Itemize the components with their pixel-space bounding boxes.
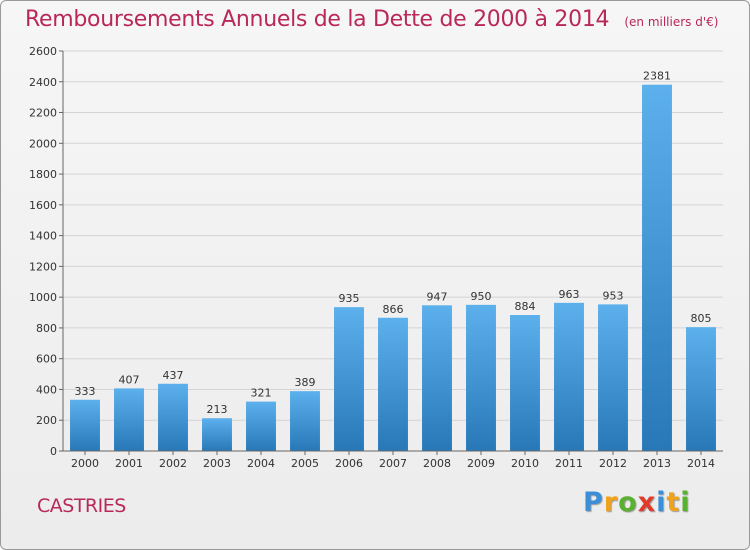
bar-2006 [334, 307, 364, 451]
chart-subtitle: (en milliers d'€) [624, 15, 719, 29]
bars [70, 84, 716, 451]
data-label-2001: 407 [119, 373, 140, 386]
logo-letter: r [603, 487, 619, 518]
bar-2009 [466, 304, 496, 451]
data-label-2014: 805 [691, 312, 712, 325]
logo-letter: i [656, 487, 667, 518]
y-tick-label: 800 [36, 322, 57, 335]
data-label-2007: 866 [383, 303, 404, 316]
y-tick-label: 1400 [29, 230, 57, 243]
logo-letter: i [680, 487, 691, 518]
y-tick-label: 200 [36, 414, 57, 427]
data-label-2006: 935 [339, 292, 360, 305]
x-tick-label: 2013 [643, 457, 671, 470]
y-tick-label: 1000 [29, 291, 57, 304]
bar-2001 [114, 388, 144, 451]
y-tick-label: 2600 [29, 45, 57, 58]
x-tick-label: 2011 [555, 457, 583, 470]
x-tick-label: 2007 [379, 457, 407, 470]
x-tick-label: 2010 [511, 457, 539, 470]
bar-2008 [422, 305, 452, 451]
x-tick-label: 2006 [335, 457, 363, 470]
bar-2011 [554, 302, 584, 451]
bar-2000 [70, 399, 100, 451]
y-tick-label: 1600 [29, 199, 57, 212]
x-tick-label: 2012 [599, 457, 627, 470]
y-tick-label: 600 [36, 353, 57, 366]
bar-2012 [598, 304, 628, 451]
y-tick-label: 1200 [29, 260, 57, 273]
x-tick-label: 2005 [291, 457, 319, 470]
title-row: Remboursements Annuels de la Dette de 20… [25, 7, 718, 32]
data-label-2004: 321 [251, 387, 272, 400]
y-tick-label: 2200 [29, 107, 57, 120]
bar-2004 [246, 401, 276, 451]
data-label-2005: 389 [295, 376, 316, 389]
proxiti-logo: Proxiti [583, 487, 691, 518]
x-tick-label: 2001 [115, 457, 143, 470]
x-tick-label: 2004 [247, 457, 275, 470]
bar-2013 [642, 84, 672, 451]
data-label-2011: 963 [559, 288, 580, 301]
data-label-2002: 437 [163, 369, 184, 382]
data-label-2009: 950 [471, 290, 492, 303]
x-tick-label: 2003 [203, 457, 231, 470]
bar-2002 [158, 383, 188, 451]
bar-2005 [290, 391, 320, 451]
data-label-2013: 2381 [643, 70, 671, 83]
logo-letter: t [666, 487, 681, 518]
chart-title: Remboursements Annuels de la Dette de 20… [25, 7, 610, 32]
x-tick-label: 2008 [423, 457, 451, 470]
y-tick-label: 0 [50, 445, 57, 458]
bar-2014 [686, 327, 716, 451]
y-tick-label: 400 [36, 383, 57, 396]
y-tick-label: 1800 [29, 168, 57, 181]
data-label-2012: 953 [603, 289, 624, 302]
x-tick-label: 2014 [687, 457, 715, 470]
bar-2010 [510, 315, 540, 451]
axes: 0 200 400 600 800 1000 1200 1400 1600 1800 2000 220… [29, 45, 723, 470]
x-tick-label: 2009 [467, 457, 495, 470]
y-tick-label: 2400 [29, 76, 57, 89]
location-name: CASTRIES [37, 495, 126, 517]
data-label-2010: 884 [515, 300, 536, 313]
y-tick-label: 2000 [29, 137, 57, 150]
data-label-2008: 947 [427, 290, 448, 303]
bar-2007 [378, 317, 408, 451]
bar-2003 [202, 418, 232, 451]
logo-letter: o [618, 487, 638, 518]
data-labels: 333 407 437 213 321 389 935 866 947 950 884 963 953 2… [75, 70, 712, 417]
data-label-2003: 213 [207, 403, 228, 416]
data-label-2000: 333 [75, 385, 96, 398]
logo-letter: P [583, 487, 604, 518]
x-tick-label: 2000 [71, 457, 99, 470]
logo-letter: x [637, 487, 657, 518]
x-tick-label: 2002 [159, 457, 187, 470]
